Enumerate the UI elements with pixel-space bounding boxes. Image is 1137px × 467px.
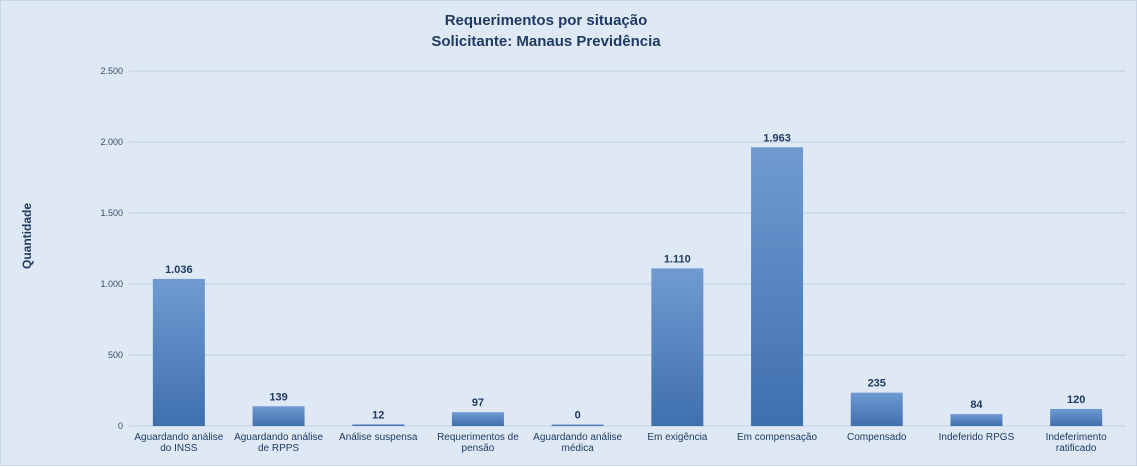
chart-subtitle: Solicitante: Manaus Previdência [431, 33, 661, 50]
value-label-3: 97 [472, 397, 484, 409]
value-label-0: 1.036 [165, 264, 193, 276]
value-label-6: 1.963 [763, 132, 791, 144]
bar-1 [252, 406, 305, 426]
category-label-6: Em compensação [737, 432, 817, 443]
value-label-2: 12 [372, 409, 384, 421]
value-labels: 1.036 139 12 97 0 1.110 1.963 235 84 120 [165, 132, 1085, 421]
bar-6 [751, 147, 804, 426]
y-tick-label-3: 1.500 [100, 208, 123, 218]
y-tick-label-1: 500 [108, 350, 123, 360]
category-label-4: Aguardando análise médica [533, 432, 622, 454]
bar-3 [451, 412, 504, 426]
bar-5 [651, 268, 704, 426]
category-labels: Aguardando análise do INSS Aguardando anál… [134, 432, 1107, 454]
category-label-9: Indeferimento ratificado [1046, 432, 1108, 454]
value-label-4: 0 [575, 410, 581, 422]
bar-8 [950, 414, 1003, 426]
y-tick-label-5: 2.500 [100, 66, 123, 76]
category-label-2: Análise suspensa [339, 432, 418, 443]
y-tick-label-0: 0 [118, 421, 123, 431]
category-label-7: Compensado [847, 432, 907, 443]
value-label-8: 84 [970, 399, 983, 411]
category-label-5: Em exigência [647, 432, 707, 443]
category-label-3: Requerimentos de pensão [437, 432, 519, 454]
y-axis-label: Quantidade [20, 203, 34, 269]
bar-7 [850, 392, 903, 426]
category-label-8: Indeferido RPGS [939, 432, 1015, 443]
grid-lines [129, 70, 1126, 427]
category-label-0: Aguardando análise do INSS [134, 432, 223, 454]
category-label-1: Aguardando análise de RPPS [234, 432, 323, 454]
bar-2 [352, 424, 405, 426]
bar-0 [152, 278, 205, 426]
y-tick-label-4: 2.000 [100, 137, 123, 147]
y-axis-ticks: 0 500 1.000 1.500 2.000 2.500 [100, 66, 123, 431]
value-label-7: 235 [868, 378, 886, 390]
value-label-5: 1.110 [664, 253, 691, 265]
value-label-1: 139 [269, 391, 287, 403]
y-tick-label-2: 1.000 [100, 279, 123, 289]
bars [152, 147, 1103, 426]
bar-4 [551, 424, 604, 426]
bar-9 [1050, 408, 1103, 426]
value-label-9: 120 [1067, 394, 1085, 406]
chart-title: Requerimentos por situação [445, 12, 648, 29]
